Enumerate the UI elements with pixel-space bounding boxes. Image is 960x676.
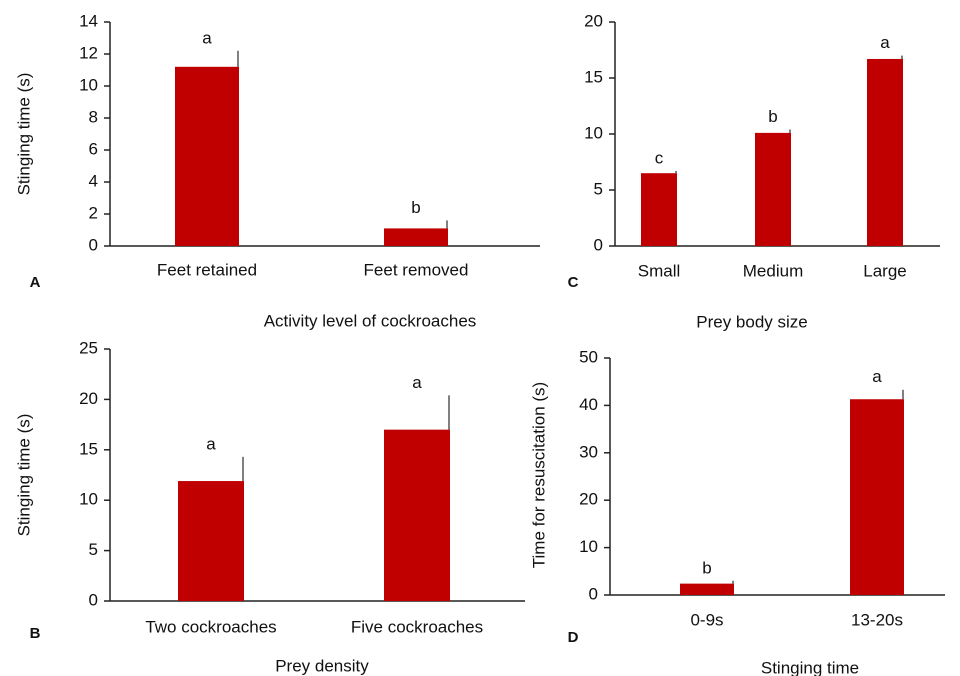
panel-label: D [568, 629, 579, 646]
x-axis-title: Stinging time [761, 658, 859, 676]
significance-letter: c [655, 148, 664, 167]
y-tick-label: 10 [79, 490, 98, 509]
x-tick-label: Medium [743, 261, 803, 280]
bar [680, 583, 734, 595]
bar [175, 66, 239, 246]
y-tick-label: 15 [79, 439, 98, 458]
x-axis-title: Activity level of cockroaches [264, 311, 477, 330]
y-tick-label: 40 [579, 395, 598, 414]
significance-letter: a [872, 367, 882, 386]
y-tick-label: 25 [79, 338, 98, 357]
y-tick-label: 0 [89, 590, 98, 609]
panel-label: A [30, 274, 41, 291]
y-tick-label: 10 [579, 537, 598, 556]
significance-letter: a [202, 28, 212, 47]
y-tick-label: 30 [579, 442, 598, 461]
x-tick-label: Two cockroaches [145, 617, 276, 636]
bar [850, 399, 904, 595]
bar [178, 481, 244, 601]
x-axis-title: Prey body size [696, 312, 808, 331]
y-tick-label: 5 [89, 540, 98, 559]
y-tick-label: 15 [584, 67, 603, 86]
bar [867, 58, 903, 247]
x-tick-label: 13-20s [851, 610, 903, 629]
y-axis-title: Stinging time (s) [14, 414, 33, 537]
y-tick-label: 2 [89, 203, 98, 222]
x-tick-label: Feet removed [364, 260, 469, 279]
panel-label: B [30, 625, 41, 642]
x-tick-label: Small [638, 261, 681, 280]
y-tick-label: 5 [594, 179, 603, 198]
y-tick-label: 6 [89, 139, 98, 158]
y-tick-label: 10 [79, 75, 98, 94]
x-tick-label: Feet retained [157, 260, 257, 279]
x-tick-label: Large [863, 261, 906, 280]
bar [641, 173, 677, 246]
y-tick-label: 20 [579, 490, 598, 509]
y-tick-label: 12 [79, 43, 98, 62]
y-tick-label: 50 [579, 347, 598, 366]
bar [755, 132, 791, 246]
x-axis-title: Prey density [275, 656, 369, 675]
y-tick-label: 20 [79, 389, 98, 408]
y-tick-label: 0 [594, 235, 603, 254]
significance-letter: b [768, 107, 777, 126]
significance-letter: b [411, 198, 420, 217]
bar [384, 228, 448, 246]
y-tick-label: 8 [89, 107, 98, 126]
x-tick-label: 0-9s [690, 610, 723, 629]
significance-letter: a [412, 373, 422, 392]
y-axis-title: Stinging time (s) [14, 73, 33, 196]
y-tick-label: 0 [589, 584, 598, 603]
significance-letter: b [702, 558, 711, 577]
y-tick-label: 20 [584, 11, 603, 30]
significance-letter: a [880, 33, 890, 52]
panel-label: C [568, 274, 579, 291]
y-tick-label: 0 [89, 235, 98, 254]
y-tick-label: 10 [584, 123, 603, 142]
y-axis-title: Time for resuscitation (s) [529, 382, 548, 568]
y-tick-label: 14 [79, 11, 98, 30]
significance-letter: a [206, 434, 216, 453]
y-tick-label: 4 [89, 171, 98, 190]
x-tick-label: Five cockroaches [351, 617, 483, 636]
bar [384, 429, 450, 601]
